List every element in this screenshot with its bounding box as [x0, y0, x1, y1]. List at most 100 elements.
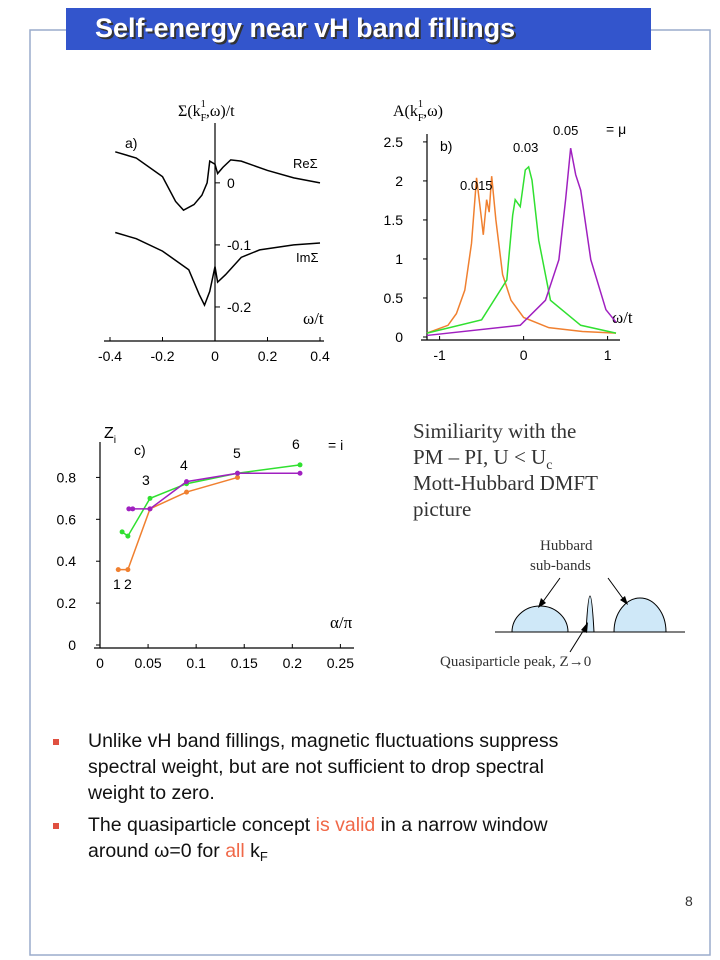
x-tick-label: 0.4 — [310, 348, 330, 364]
label-tail: ,ω)/t — [206, 103, 235, 120]
y-tick-label: 0.2 — [57, 595, 77, 611]
data-point — [235, 470, 240, 476]
axis-label: A(kF 1,ω) — [393, 99, 443, 124]
bullet-line: around ω=0 for all kF — [88, 840, 268, 864]
bullet-segment: F — [260, 849, 268, 864]
x-tick-label: 0.2 — [258, 348, 278, 364]
bullet-marker — [53, 739, 59, 745]
diagram: Hubbard sub-bands Quasiparticle peak, Z→… — [440, 538, 685, 670]
series-line — [426, 148, 617, 337]
page-number: 8 — [685, 893, 693, 909]
bullet-marker — [53, 823, 59, 829]
x-label: α/π — [330, 613, 353, 632]
annotation: 2 — [124, 576, 132, 592]
data-point — [115, 567, 121, 573]
title-shadow: Self-energy near vH band fillings — [97, 15, 517, 45]
series-label: 0.03 — [513, 140, 538, 155]
note-text: picture — [413, 497, 471, 521]
annotation: 6 — [292, 436, 300, 452]
arrow-head — [581, 622, 588, 633]
annotation: = μ — [606, 121, 626, 137]
series-line — [115, 231, 321, 307]
bullet-segment: all — [225, 840, 245, 862]
data-point — [184, 489, 190, 495]
label-sub: F — [418, 113, 424, 124]
x-tick-label: 0.1 — [186, 655, 206, 671]
data-point — [297, 470, 303, 476]
hubbard-band — [613, 597, 667, 633]
note-line: picture — [413, 497, 471, 521]
y-tick-label: 0.8 — [57, 469, 77, 485]
y-tick-label: 0.5 — [384, 290, 404, 306]
series-line — [426, 176, 617, 334]
note-line: Mott-Hubbard DMFT — [413, 471, 598, 495]
annotation: c) — [134, 442, 146, 458]
hubbard-band — [511, 605, 569, 633]
title: Self-energy near vH band fillings — [95, 13, 515, 43]
label-sup: 1 — [418, 99, 423, 110]
note-line: Similiarity with the — [413, 419, 576, 443]
label-sub: i — [114, 435, 116, 446]
y-tick-label: 2 — [395, 173, 403, 189]
data-point — [184, 479, 190, 485]
bullet-segment: weight to zero. — [87, 782, 215, 804]
bullet-segment: k — [245, 840, 260, 862]
series-label: ReΣ — [293, 156, 318, 171]
label-sup: 1 — [201, 99, 206, 110]
bullet-line: The quasiparticle concept is valid in a … — [88, 814, 548, 836]
bullet-segment: is valid — [316, 814, 376, 836]
bullet-line: Unlike vH band fillings, magnetic fluctu… — [88, 730, 559, 752]
x-tick-label: -0.4 — [98, 348, 122, 364]
bullet-segment: spectral weight, but are not sufficient … — [88, 756, 544, 778]
note-text: PM – PI, U < U — [413, 445, 546, 469]
diagram-label: sub-bands — [530, 558, 591, 574]
y-tick-label: 1 — [395, 251, 403, 267]
bullet-line: spectral weight, but are not sufficient … — [88, 756, 544, 778]
data-point — [126, 506, 132, 512]
diagram-label: Quasiparticle peak, Z→0 — [440, 654, 591, 670]
x-tick-label: 0.05 — [134, 655, 161, 671]
quasiparticle-peak — [585, 595, 595, 633]
arrow — [569, 627, 586, 653]
data-point — [125, 567, 131, 573]
annotation: b) — [440, 138, 452, 154]
arrow — [541, 577, 561, 604]
label-text: Z — [104, 425, 114, 442]
series-label: 0.015 — [460, 178, 493, 193]
series-line — [426, 165, 617, 334]
note-sub: c — [546, 458, 552, 473]
data-point — [297, 462, 303, 468]
y-tick-label: 0 — [227, 175, 235, 191]
note-text: Similiarity with the — [413, 419, 576, 443]
series-label: ImΣ — [296, 250, 318, 265]
y-tick-label: 2.5 — [384, 134, 404, 150]
note-line: PM – PI, U < Uc — [413, 445, 552, 473]
data-point — [147, 506, 153, 512]
x-label: ω/t — [303, 309, 324, 328]
y-tick-label: 0 — [395, 329, 403, 345]
annotation: a) — [125, 135, 137, 151]
series-line — [118, 476, 238, 571]
x-tick-label: -0.2 — [150, 348, 174, 364]
data-point — [235, 474, 240, 480]
y-tick-label: 0.6 — [57, 511, 77, 527]
x-tick-label: -1 — [433, 347, 446, 363]
label-text: Σ(k — [178, 103, 201, 120]
y-tick-label: -0.1 — [227, 237, 251, 253]
y-tick-label: 0 — [68, 637, 76, 653]
bullet-segment: around ω=0 for — [88, 840, 225, 862]
x-label: ω/t — [612, 308, 633, 327]
label-text: A(k — [393, 103, 418, 120]
arrow — [607, 577, 625, 601]
annotation: 5 — [233, 445, 241, 461]
series-line — [115, 151, 321, 212]
series-label: 0.05 — [553, 123, 578, 138]
data-point — [147, 495, 153, 501]
y-tick-label: 0.4 — [57, 553, 77, 569]
x-tick-label: 0.2 — [283, 655, 303, 671]
x-tick-label: 0 — [520, 347, 528, 363]
arrow-head — [620, 596, 628, 605]
title-banner — [66, 8, 651, 50]
bullet-line: weight to zero. — [87, 782, 215, 804]
